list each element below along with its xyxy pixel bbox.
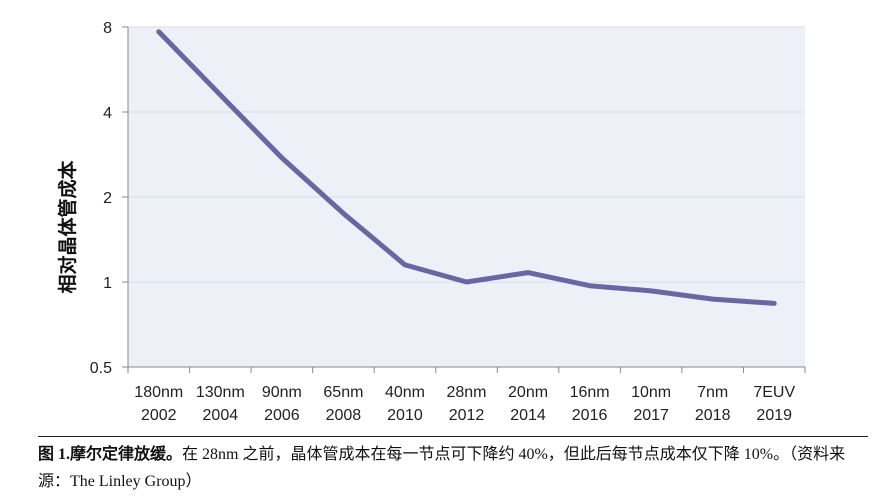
x-tick-label-year: 2002 xyxy=(141,407,177,424)
x-tick-label-node: 40nm xyxy=(385,384,425,401)
y-tick-label: 0.5 xyxy=(90,360,112,377)
x-tick-label-year: 2006 xyxy=(264,407,300,424)
series-line xyxy=(156,29,777,306)
x-tick-label-year: 2010 xyxy=(387,407,423,424)
x-tick-label-node: 7EUV xyxy=(753,384,795,401)
y-tick-label: 2 xyxy=(103,190,112,207)
x-tick-label-year: 2004 xyxy=(203,407,239,424)
y-tick-label: 1 xyxy=(103,275,112,292)
y-tick-label: 4 xyxy=(103,105,112,122)
y-tick-label: 8 xyxy=(103,20,112,37)
chart: 8 4 2 1 0.5 180nm 2002 130nm 2004 90nm 2006 65nm 20… xyxy=(56,20,806,424)
axes xyxy=(127,27,806,373)
x-tick-label-node: 20nm xyxy=(508,384,548,401)
x-tick-label-year: 2012 xyxy=(449,407,485,424)
x-tick-label-year: 2014 xyxy=(510,407,546,424)
caption-label: 图 1.摩尔定律放缓。 xyxy=(38,446,183,463)
x-tick-label-year: 2016 xyxy=(572,407,608,424)
y-tick-labels: 8 4 2 1 0.5 xyxy=(90,20,112,377)
x-tick-label-year: 2018 xyxy=(695,407,731,424)
x-tick-label-node: 16nm xyxy=(570,384,610,401)
x-tick-label-node: 28nm xyxy=(446,384,486,401)
x-tick-label-node: 130nm xyxy=(196,384,245,401)
y-axis-label: 相对晶体管成本 xyxy=(56,160,79,293)
x-tick-label-node: 10nm xyxy=(631,384,671,401)
x-tick-label-year: 2008 xyxy=(326,407,362,424)
x-tick-labels: 180nm 2002 130nm 2004 90nm 2006 65nm 2008 40nm 20… xyxy=(134,384,795,424)
x-tick-label-node: 65nm xyxy=(323,384,363,401)
x-tick-label-year: 2019 xyxy=(756,407,792,424)
caption-text: 在 28nm 之前，晶体管成本在每一节点可下降约 40%，但此后每节点成本仅下降… xyxy=(38,446,846,490)
x-tick-label-year: 2017 xyxy=(633,407,669,424)
x-tick-label-node: 7nm xyxy=(697,384,728,401)
x-tick-label-node: 90nm xyxy=(262,384,302,401)
x-tick-label-node: 180nm xyxy=(134,384,183,401)
figure-caption: 图 1.摩尔定律放缓。在 28nm 之前，晶体管成本在每一节点可下降约 40%，… xyxy=(38,436,868,495)
